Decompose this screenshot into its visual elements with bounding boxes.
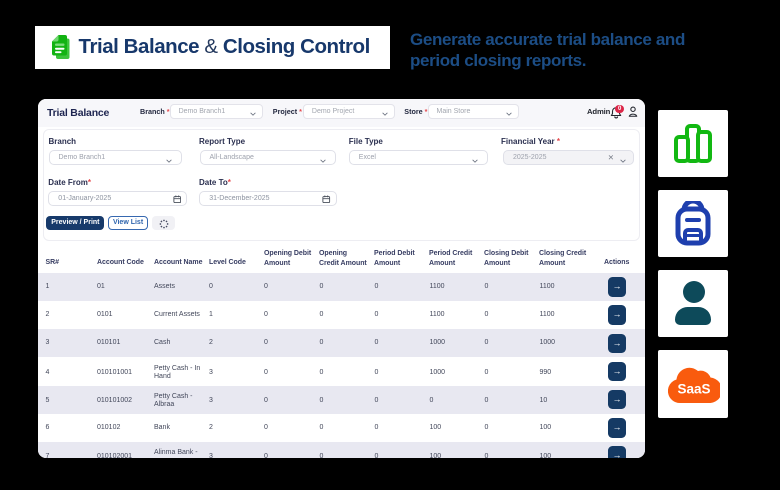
svg-text:SaaS: SaaS: [677, 382, 710, 397]
